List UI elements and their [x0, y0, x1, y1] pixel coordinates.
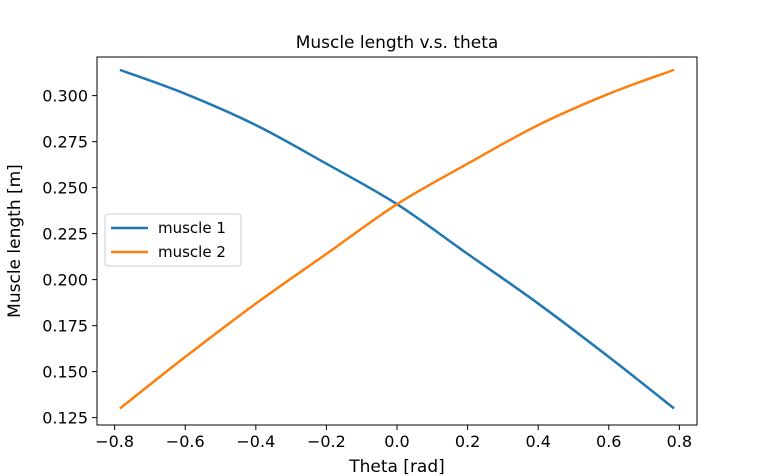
- y-tick-label: 0.250: [42, 179, 88, 198]
- x-tick-label: 0.2: [455, 432, 480, 451]
- x-tick-label: −0.8: [95, 432, 134, 451]
- legend-label-muscle-2: muscle 2: [158, 243, 226, 261]
- y-tick-label: 0.150: [42, 363, 88, 382]
- x-axis-label: Theta [rad]: [348, 457, 445, 476]
- x-tick-label: 0.4: [525, 432, 550, 451]
- x-axis: −0.8 −0.6 −0.4 −0.2 0.0 0.2 0.4 0.6 0.8: [95, 425, 692, 451]
- x-tick-label: −0.4: [236, 432, 275, 451]
- x-tick-label: −0.2: [307, 432, 346, 451]
- x-tick-label: 0.6: [596, 432, 621, 451]
- series-line-1: [119, 68, 675, 410]
- y-axis: 0.125 0.150 0.175 0.200 0.225 0.250 0.275 0.300: [42, 87, 97, 428]
- series-line-2: [119, 68, 675, 410]
- chart-title: Muscle length v.s. theta: [296, 33, 499, 53]
- y-tick-label: 0.125: [42, 409, 88, 428]
- legend: muscle 1 muscle 2: [104, 213, 242, 267]
- y-tick-label: 0.200: [42, 271, 88, 290]
- y-tick-label: 0.275: [42, 133, 88, 152]
- y-tick-label: 0.300: [42, 87, 88, 106]
- x-tick-label: −0.6: [166, 432, 205, 451]
- y-tick-label: 0.175: [42, 317, 88, 336]
- x-tick-label: 0.8: [667, 432, 692, 451]
- legend-label-muscle-1: muscle 1: [158, 219, 226, 237]
- y-tick-label: 0.225: [42, 225, 88, 244]
- series-layer: [119, 68, 675, 410]
- y-axis-label: Muscle length [m]: [5, 164, 25, 318]
- x-tick-label: 0.0: [384, 432, 409, 451]
